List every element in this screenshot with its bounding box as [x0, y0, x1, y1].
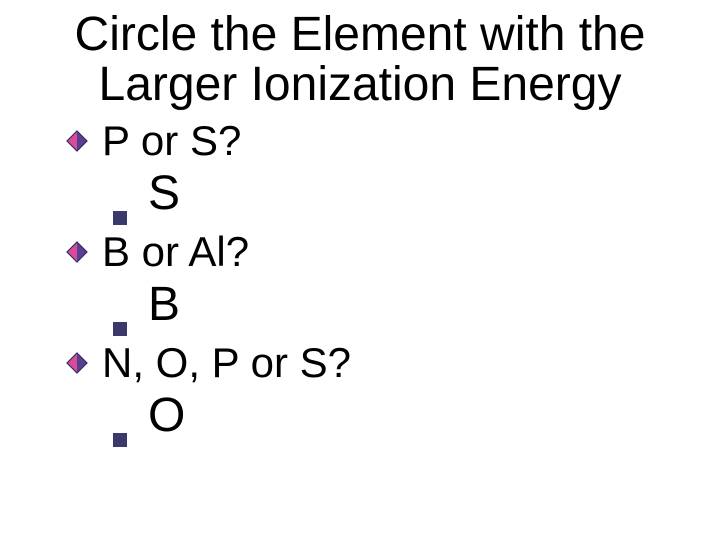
question-row: B or Al?: [66, 226, 690, 279]
question-text: P or S?: [102, 115, 241, 168]
square-bullet-icon: [112, 297, 128, 313]
question-row: N, O, P or S?: [66, 337, 690, 390]
question-text: B or Al?: [102, 226, 249, 279]
diamond-bullet-icon: [66, 241, 88, 263]
square-bullet-icon: [112, 408, 128, 424]
title-line-1: Circle the Element with the: [75, 8, 646, 61]
answer-row: O: [112, 391, 690, 441]
title-line-2: Larger Ionization Energy: [99, 58, 622, 111]
diamond-bullet-icon: [66, 130, 88, 152]
answer-row: B: [112, 280, 690, 330]
answer-text: S: [148, 169, 180, 219]
slide-title: Circle the Element with the Larger Ioniz…: [30, 10, 690, 111]
question-row: P or S?: [66, 115, 690, 168]
slide: Circle the Element with the Larger Ioniz…: [0, 0, 720, 540]
answer-text: B: [148, 280, 180, 330]
question-text: N, O, P or S?: [102, 337, 351, 390]
answer-text: O: [148, 391, 185, 441]
diamond-bullet-icon: [66, 352, 88, 374]
answer-row: S: [112, 169, 690, 219]
content-list: P or S? S B or Al? B: [30, 115, 690, 442]
square-bullet-icon: [112, 186, 128, 202]
